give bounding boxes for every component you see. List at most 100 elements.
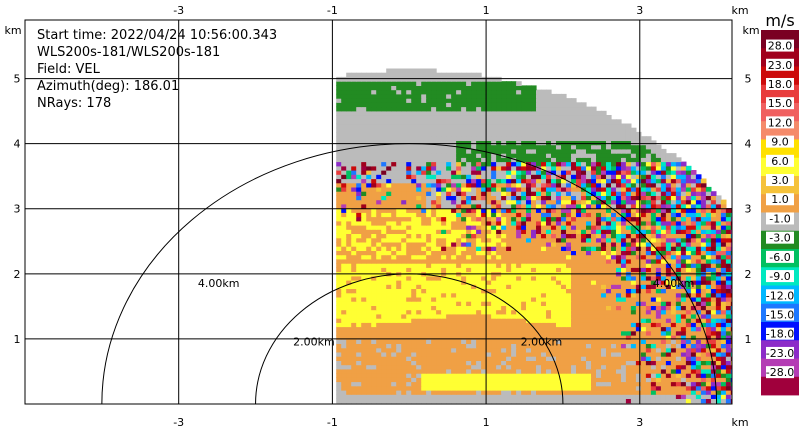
velocity-cell [376, 191, 382, 196]
velocity-cell [685, 284, 692, 289]
velocity-cell [461, 377, 467, 383]
velocity-cell [371, 343, 377, 349]
velocity-cell [406, 394, 412, 399]
velocity-cell [670, 203, 677, 209]
velocity-cell [725, 360, 732, 366]
velocity-cell [635, 385, 642, 391]
velocity-cell [371, 250, 377, 256]
velocity-cell [456, 288, 462, 294]
velocity-cell [491, 305, 497, 311]
velocity-cell [601, 322, 607, 328]
velocity-cell [386, 246, 392, 251]
velocity-cell [376, 174, 382, 180]
velocity-cell [751, 382, 757, 387]
velocity-cell [640, 373, 647, 378]
velocity-cell [381, 195, 387, 201]
velocity-cell [341, 296, 347, 302]
velocity-cell [625, 263, 632, 268]
velocity-cell [421, 225, 427, 230]
velocity-cell [715, 368, 722, 374]
velocity-cell [690, 275, 697, 281]
velocity-cell [516, 364, 522, 370]
velocity-cell [521, 216, 527, 222]
velocity-cell [640, 216, 647, 222]
velocity-cell [715, 216, 722, 222]
velocity-cell [621, 225, 627, 230]
velocity-cell [381, 356, 387, 361]
velocity-cell [456, 292, 462, 298]
velocity-cell [700, 220, 707, 226]
velocity-cell [611, 275, 617, 281]
velocity-cell [546, 381, 552, 387]
velocity-cell [725, 263, 732, 268]
velocity-cell [751, 293, 757, 298]
velocity-cell [421, 246, 427, 251]
velocity-cell [751, 352, 757, 357]
velocity-cell [456, 381, 462, 387]
velocity-cell [640, 225, 647, 230]
velocity-cell [665, 280, 672, 285]
velocity-cell [451, 241, 457, 247]
velocity-cell [680, 174, 687, 180]
velocity-cell [486, 381, 492, 387]
velocity-cell [571, 394, 577, 399]
velocity-cell [606, 284, 612, 289]
velocity-cell [720, 267, 727, 273]
velocity-cell [556, 161, 562, 167]
velocity-cell [471, 373, 477, 378]
velocity-cell [591, 288, 597, 294]
velocity-cell [456, 364, 462, 370]
velocity-cell [655, 309, 662, 315]
velocity-cell [616, 263, 622, 268]
velocity-cell [690, 330, 697, 336]
velocity-cell [526, 313, 532, 319]
velocity-cell [690, 288, 697, 294]
velocity-cell [705, 385, 712, 391]
velocity-cell [730, 305, 732, 311]
velocity-cell [436, 360, 442, 366]
velocity-cell [481, 263, 487, 268]
velocity-cell [506, 263, 512, 268]
velocity-cell [680, 322, 687, 328]
velocity-cell [366, 309, 372, 315]
velocity-cell [685, 322, 692, 328]
velocity-cell [640, 364, 647, 370]
velocity-cell [436, 182, 442, 188]
velocity-cell [346, 360, 352, 366]
velocity-cell [640, 275, 647, 281]
velocity-cell [476, 186, 482, 192]
velocity-cell [421, 280, 427, 285]
velocity-cell [506, 398, 512, 404]
velocity-cell [376, 364, 382, 370]
velocity-cell [670, 301, 677, 306]
velocity-cell [591, 170, 597, 175]
velocity-cell [675, 335, 682, 340]
velocity-cell [561, 174, 567, 180]
velocity-cell [346, 347, 352, 353]
velocity-cell [386, 301, 392, 306]
velocity-cell [416, 212, 422, 218]
velocity-cell [511, 373, 517, 378]
velocity-cell [635, 339, 642, 344]
velocity-cell [516, 246, 522, 251]
velocity-cell [541, 170, 547, 175]
velocity-cell [436, 284, 442, 289]
velocity-cell [690, 390, 697, 395]
velocity-cell [710, 250, 717, 256]
velocity-cell [346, 292, 352, 298]
velocity-cell [416, 377, 422, 383]
velocity-cell [715, 347, 722, 353]
velocity-cell [736, 225, 742, 230]
velocity-cell [591, 368, 597, 374]
velocity-cell [421, 216, 427, 222]
velocity-cell [371, 267, 377, 273]
velocity-cell [341, 326, 347, 332]
velocity-cell [616, 364, 622, 370]
velocity-cell [705, 318, 712, 323]
velocity-cell [571, 170, 577, 175]
velocity-cell [725, 313, 732, 319]
velocity-cell [466, 233, 472, 239]
velocity-cell [665, 284, 672, 289]
velocity-cell [621, 161, 627, 167]
velocity-cell [336, 161, 342, 167]
